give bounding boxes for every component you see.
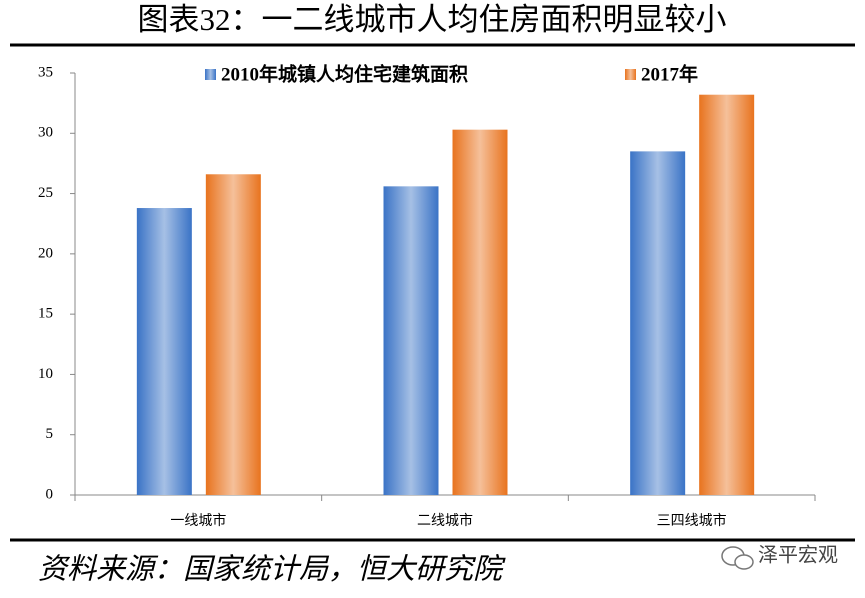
legend-label: 2010年城镇人均住宅建筑面积	[221, 62, 468, 85]
bar	[136, 208, 192, 496]
legend-label: 2017年	[641, 62, 698, 85]
x-tick-label: 三四线城市	[657, 512, 727, 529]
bar	[452, 129, 508, 495]
y-tick-label: 30	[38, 125, 53, 141]
x-tick-label: 一线城市	[170, 512, 226, 529]
y-tick-label: 0	[46, 486, 54, 502]
y-tick-label: 20	[38, 245, 53, 261]
watermark: 泽平宏观	[758, 543, 838, 567]
y-tick-label: 5	[46, 426, 54, 442]
legend-swatch	[205, 69, 216, 80]
bar	[630, 151, 686, 495]
y-tick-label: 25	[38, 185, 53, 201]
chart-title: 图表32：一二线城市人均住房面积明显较小	[138, 2, 727, 37]
y-tick-label: 35	[38, 64, 53, 80]
legend-swatch	[625, 69, 636, 80]
bar	[383, 186, 439, 495]
source: 资料来源：国家统计局，恒大研究院	[38, 554, 506, 586]
x-tick-label: 二线城市	[417, 512, 473, 529]
y-tick-label: 15	[38, 306, 53, 322]
bar	[205, 174, 261, 495]
watermark-icon	[721, 546, 754, 570]
bar	[699, 94, 755, 496]
y-tick-label: 10	[38, 366, 53, 382]
